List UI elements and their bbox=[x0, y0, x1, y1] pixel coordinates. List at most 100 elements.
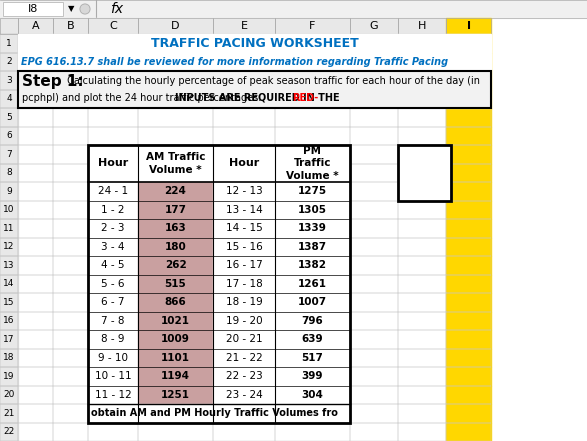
Bar bbox=[138, 274, 213, 293]
Bar bbox=[398, 164, 446, 182]
Bar bbox=[213, 52, 275, 71]
Text: 304: 304 bbox=[302, 390, 323, 400]
Text: 1009: 1009 bbox=[161, 334, 190, 344]
Bar bbox=[275, 274, 350, 293]
Bar bbox=[138, 90, 213, 108]
Bar bbox=[0, 52, 18, 71]
Bar bbox=[18, 256, 53, 274]
Bar bbox=[350, 422, 398, 441]
Bar bbox=[275, 238, 350, 256]
Bar bbox=[446, 385, 491, 404]
Bar bbox=[398, 238, 446, 256]
Text: Calculating the hourly percentage of peak season traffic for each hour of the da: Calculating the hourly percentage of pea… bbox=[64, 76, 480, 86]
Text: 14 - 15: 14 - 15 bbox=[225, 223, 262, 233]
Text: 796: 796 bbox=[302, 316, 323, 326]
Text: 3: 3 bbox=[6, 76, 12, 85]
Text: RED-: RED- bbox=[292, 93, 318, 103]
Bar bbox=[275, 145, 350, 164]
Text: 1: 1 bbox=[6, 39, 12, 48]
Bar bbox=[0, 422, 18, 441]
Bar bbox=[398, 348, 446, 367]
Bar bbox=[138, 330, 213, 348]
Bar bbox=[398, 219, 446, 238]
Bar bbox=[0, 201, 18, 219]
Text: 517: 517 bbox=[302, 353, 323, 363]
Bar bbox=[53, 90, 88, 108]
Text: 4: 4 bbox=[6, 94, 12, 103]
Bar bbox=[446, 108, 491, 127]
Bar bbox=[213, 52, 275, 71]
Bar bbox=[138, 182, 213, 201]
Bar bbox=[18, 164, 53, 182]
Text: 1021: 1021 bbox=[161, 316, 190, 326]
Bar bbox=[18, 127, 53, 145]
Bar bbox=[18, 145, 53, 164]
Bar bbox=[0, 274, 18, 293]
Bar bbox=[275, 52, 350, 71]
Bar bbox=[446, 52, 491, 71]
Bar bbox=[350, 52, 398, 71]
Bar bbox=[446, 385, 491, 404]
Bar bbox=[350, 108, 398, 127]
Bar bbox=[213, 219, 275, 238]
Bar bbox=[18, 71, 53, 90]
Bar bbox=[398, 219, 446, 238]
Bar bbox=[53, 311, 88, 330]
Bar bbox=[398, 145, 446, 164]
Bar bbox=[398, 330, 446, 348]
Bar bbox=[0, 330, 18, 348]
Bar bbox=[275, 348, 350, 367]
Bar bbox=[275, 256, 350, 274]
Text: INPUTS ARE REQUIRED IN THE: INPUTS ARE REQUIRED IN THE bbox=[175, 93, 343, 103]
Bar bbox=[88, 311, 138, 330]
Bar bbox=[18, 90, 53, 108]
Bar bbox=[446, 127, 491, 145]
Bar bbox=[18, 219, 53, 238]
Bar bbox=[275, 145, 350, 182]
Bar bbox=[88, 145, 138, 164]
Text: 1007: 1007 bbox=[298, 297, 327, 307]
Bar bbox=[275, 90, 350, 108]
Bar bbox=[18, 182, 53, 201]
Bar bbox=[398, 367, 446, 385]
Text: 163: 163 bbox=[164, 223, 187, 233]
Bar bbox=[53, 367, 88, 385]
Bar bbox=[0, 330, 18, 348]
Text: 1339: 1339 bbox=[298, 223, 327, 233]
Bar bbox=[0, 238, 18, 256]
Bar bbox=[213, 238, 275, 256]
Bar bbox=[213, 311, 275, 330]
Text: 13 - 14: 13 - 14 bbox=[225, 205, 262, 215]
Bar bbox=[18, 293, 53, 311]
Bar bbox=[88, 256, 138, 274]
Bar bbox=[138, 34, 213, 52]
Text: E: E bbox=[241, 21, 248, 31]
Bar bbox=[0, 90, 18, 108]
Bar bbox=[446, 348, 491, 367]
Bar bbox=[275, 238, 350, 256]
Bar bbox=[138, 311, 213, 330]
Bar bbox=[446, 164, 491, 182]
Bar bbox=[350, 34, 398, 52]
Bar bbox=[350, 293, 398, 311]
Bar bbox=[350, 311, 398, 330]
Bar bbox=[0, 18, 18, 34]
Bar bbox=[138, 367, 213, 385]
Bar bbox=[0, 256, 18, 274]
Bar bbox=[138, 385, 213, 404]
Bar bbox=[53, 164, 88, 182]
Bar bbox=[138, 18, 213, 34]
Bar bbox=[88, 71, 138, 90]
Bar bbox=[138, 71, 213, 90]
Bar bbox=[138, 52, 213, 71]
Bar bbox=[275, 108, 350, 127]
Bar bbox=[0, 293, 18, 311]
Bar bbox=[275, 219, 350, 238]
Bar bbox=[275, 219, 350, 238]
Bar bbox=[0, 219, 18, 238]
Bar bbox=[138, 201, 213, 219]
Bar bbox=[398, 422, 446, 441]
Text: 515: 515 bbox=[164, 279, 187, 289]
Bar bbox=[275, 293, 350, 311]
Bar bbox=[213, 367, 275, 385]
